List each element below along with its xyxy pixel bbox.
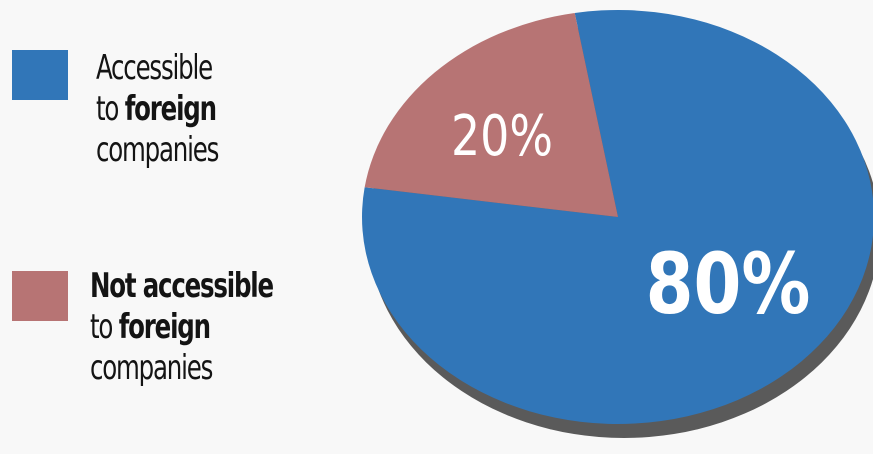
legend-accessible-line2-prefix: to: [96, 89, 125, 129]
legend-label-accessible: Accessible to foreign companies: [96, 48, 219, 171]
pie-label-accessible: 80%: [646, 236, 811, 333]
legend-accessible-line1: Accessible: [96, 48, 213, 88]
legend-accessible-line3: companies: [96, 130, 219, 170]
legend-swatch-accessible: [12, 50, 68, 100]
pie-label-not-accessible: 20%: [451, 104, 553, 170]
legend-not-accessible-line2-prefix: to: [90, 307, 119, 347]
legend-not-accessible-line3: companies: [90, 348, 213, 388]
legend-label-not-accessible: Not accessible to foreign companies: [90, 266, 274, 389]
pie-slice-accessible: [362, 10, 873, 424]
legend-not-accessible-line1: Not accessible: [90, 266, 274, 306]
pie-slice-not-accessible: [364, 12, 618, 218]
legend-accessible-line2-bold: foreign: [124, 89, 217, 129]
legend-not-accessible-line2-bold: foreign: [118, 307, 211, 347]
legend-swatch-not-accessible: [12, 271, 68, 321]
